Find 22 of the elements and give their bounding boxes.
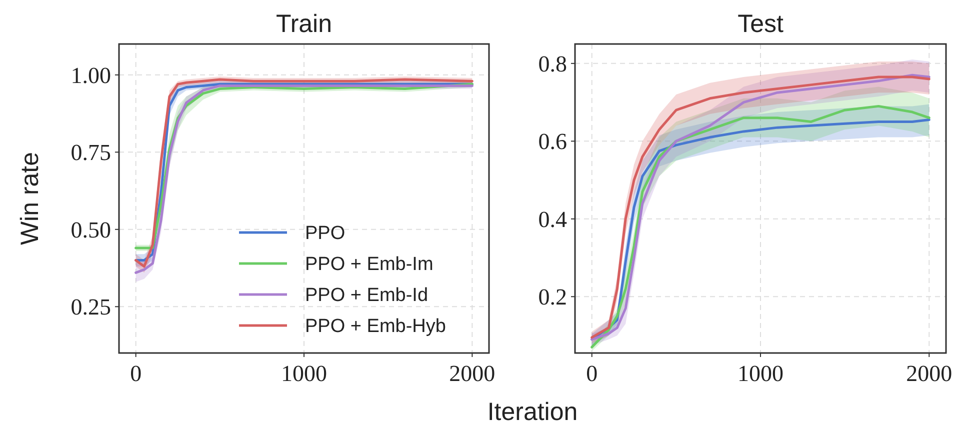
y-tick-label: 0.4 [538,206,568,232]
y-tick-label: 0.6 [538,129,567,154]
x-tick-label: 2000 [906,361,952,386]
y-tick-label: 0.8 [538,51,567,76]
y-tick-label: 0.75 [70,140,111,166]
x-tick-label: 1000 [738,361,784,386]
x-tick-label: 2000 [449,361,496,386]
y-axis-title: Win rate [16,152,44,246]
x-tick-label: 0 [130,361,142,386]
x-tick-label: 1000 [281,361,327,386]
legend-label: PPO + Emb-Im [305,254,434,276]
y-tick-label: 1.00 [70,62,111,88]
chart-title: Train [276,10,332,38]
legend-label: PPO + Emb-Id [305,285,428,306]
x-axis-title: Iteration [487,398,578,426]
legend-label: PPO + Emb-Hyb [305,316,446,338]
y-tick-label: 0.50 [70,217,111,242]
legend-label: PPO [305,223,346,244]
y-tick-label: 0.2 [538,284,567,310]
x-tick-label: 0 [586,361,598,386]
y-tick-label: 0.25 [70,294,111,320]
chart-title: Test [738,10,784,38]
